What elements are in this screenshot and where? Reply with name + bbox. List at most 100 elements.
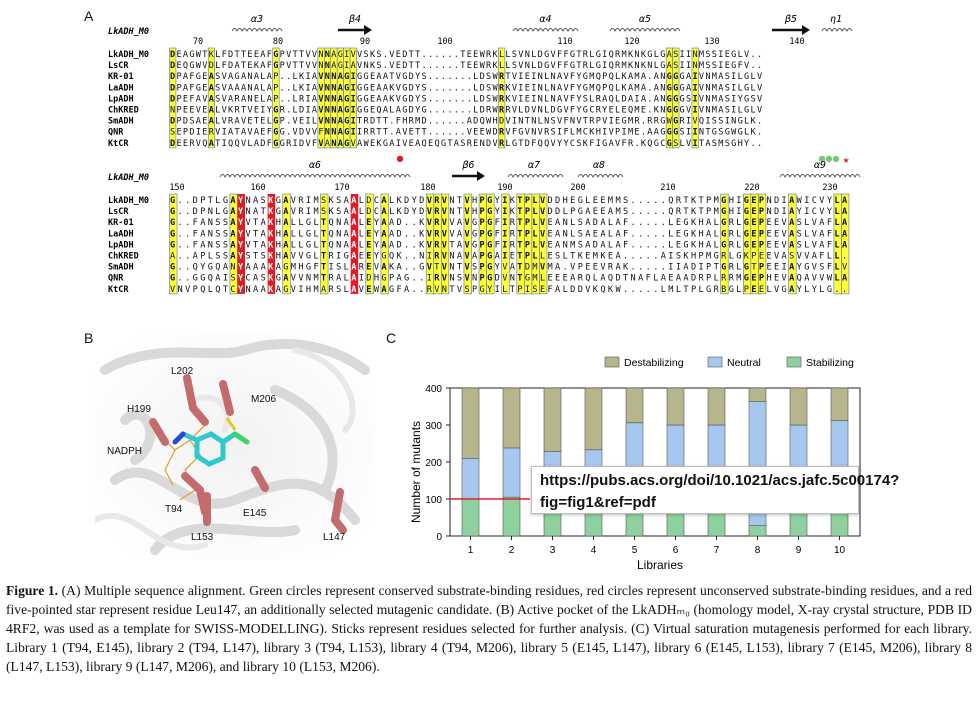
residue-char: N (766, 196, 771, 206)
residue-char: K (505, 94, 511, 104)
residue-char: . (286, 94, 291, 104)
residue-char: M (634, 72, 639, 82)
similar-column (539, 194, 547, 294)
residue-char: C (230, 285, 235, 295)
residue-char: E (176, 50, 181, 60)
residue-char: K (268, 252, 274, 262)
residue-char: K (493, 50, 499, 60)
residue-char: A (267, 72, 273, 82)
residue-char: . (638, 252, 643, 262)
similar-column (343, 48, 351, 148)
residue-char: C (660, 139, 665, 149)
residue-char: L (540, 274, 545, 284)
residue-char: G (744, 274, 749, 284)
residue-char: L (819, 285, 824, 295)
residue-char: T (518, 139, 523, 149)
residue-char: G (283, 263, 288, 273)
residue-char: L (653, 274, 658, 284)
residue-char: Y (738, 94, 744, 104)
residue-char: N (247, 83, 252, 93)
residue-char: K (268, 218, 274, 228)
residue-char: P (176, 117, 181, 127)
residue-char: D (615, 274, 620, 284)
residue-char: E (548, 218, 553, 228)
residue-char: . (641, 117, 646, 127)
residue-char: N (208, 218, 213, 228)
residue-char: I (718, 61, 723, 71)
residue-char: S (422, 72, 427, 82)
y-tick-label: 400 (425, 384, 442, 395)
residue-char: L (544, 83, 549, 93)
residue-char: K (329, 207, 335, 217)
residue-char: E (593, 229, 598, 239)
residue-char: R (583, 50, 589, 60)
residue-char: V (389, 61, 394, 71)
residue-char: M (706, 252, 711, 262)
ss-element-label: α4 (539, 14, 551, 25)
residue-char: A (381, 240, 387, 250)
residue-char: V (427, 263, 432, 273)
residue-char: A (654, 128, 660, 138)
residue-char: R (486, 61, 492, 71)
residue-char: V (512, 72, 517, 82)
residue-char: E (396, 61, 401, 71)
residue-char: R (499, 139, 505, 149)
residue-char: K (268, 263, 274, 273)
residue-char: H (738, 139, 743, 149)
residue-char: V (464, 274, 469, 284)
residue-char: N (660, 83, 665, 93)
x-tick-label: 8 (755, 545, 761, 556)
residue-char: R (499, 83, 505, 93)
residue-char: P (706, 207, 711, 217)
residue-char: . (434, 61, 439, 71)
residue-char: G (544, 50, 549, 60)
residue-char: W (486, 117, 492, 127)
residue-char: A (555, 263, 561, 273)
residue-char: A (555, 285, 561, 295)
residue-char: . (447, 61, 452, 71)
residue-char: V (246, 240, 251, 250)
residue-char: R (329, 274, 335, 284)
residue-char: R (505, 106, 511, 116)
alignment-position-number: 170 (334, 183, 349, 193)
residue-char: I (602, 61, 607, 71)
residue-char: L (291, 229, 296, 239)
residue-char: A (241, 128, 247, 138)
residue-char: L (738, 106, 743, 116)
residue-char: D (170, 50, 175, 60)
residue-char: M (589, 72, 594, 82)
residue-char: Y (238, 274, 244, 284)
residue-char: L (608, 229, 613, 239)
residue-char: A (628, 83, 634, 93)
residue-char: D (555, 196, 560, 206)
residue-char: E (396, 50, 401, 60)
alignment-position-number: 100 (437, 37, 452, 47)
residue-char: P (525, 252, 530, 262)
doi-url-overlay[interactable]: https://pubs.acs.org/doi/10.1021/acs.jaf… (531, 466, 899, 514)
residue-char: V (442, 240, 447, 250)
residue-char: P (759, 229, 764, 239)
residue-char: Y (267, 106, 273, 116)
residue-char: V (540, 240, 545, 250)
residue-char: D (538, 61, 543, 71)
residue-char: V (318, 83, 323, 93)
residue-char: E (634, 128, 639, 138)
residue-char: L (834, 274, 839, 284)
residue-char: V (357, 61, 362, 71)
residue-char: K (510, 196, 516, 206)
residue-char: D (691, 263, 696, 273)
residue-char: D (170, 61, 175, 71)
residue-char: A (381, 207, 387, 217)
residue-char: P (200, 207, 205, 217)
residue-char: I (609, 117, 614, 127)
residue-char: A (261, 229, 267, 239)
residue-char: A (209, 117, 215, 127)
residue-char: D (170, 83, 175, 93)
residue-char: G (280, 128, 285, 138)
residue-char: T (517, 207, 522, 217)
residue-char: V (434, 285, 439, 295)
residue-char: S (223, 218, 228, 228)
residue-char: L (804, 229, 809, 239)
residue-char: G (744, 240, 749, 250)
residue-char: . (441, 128, 446, 138)
